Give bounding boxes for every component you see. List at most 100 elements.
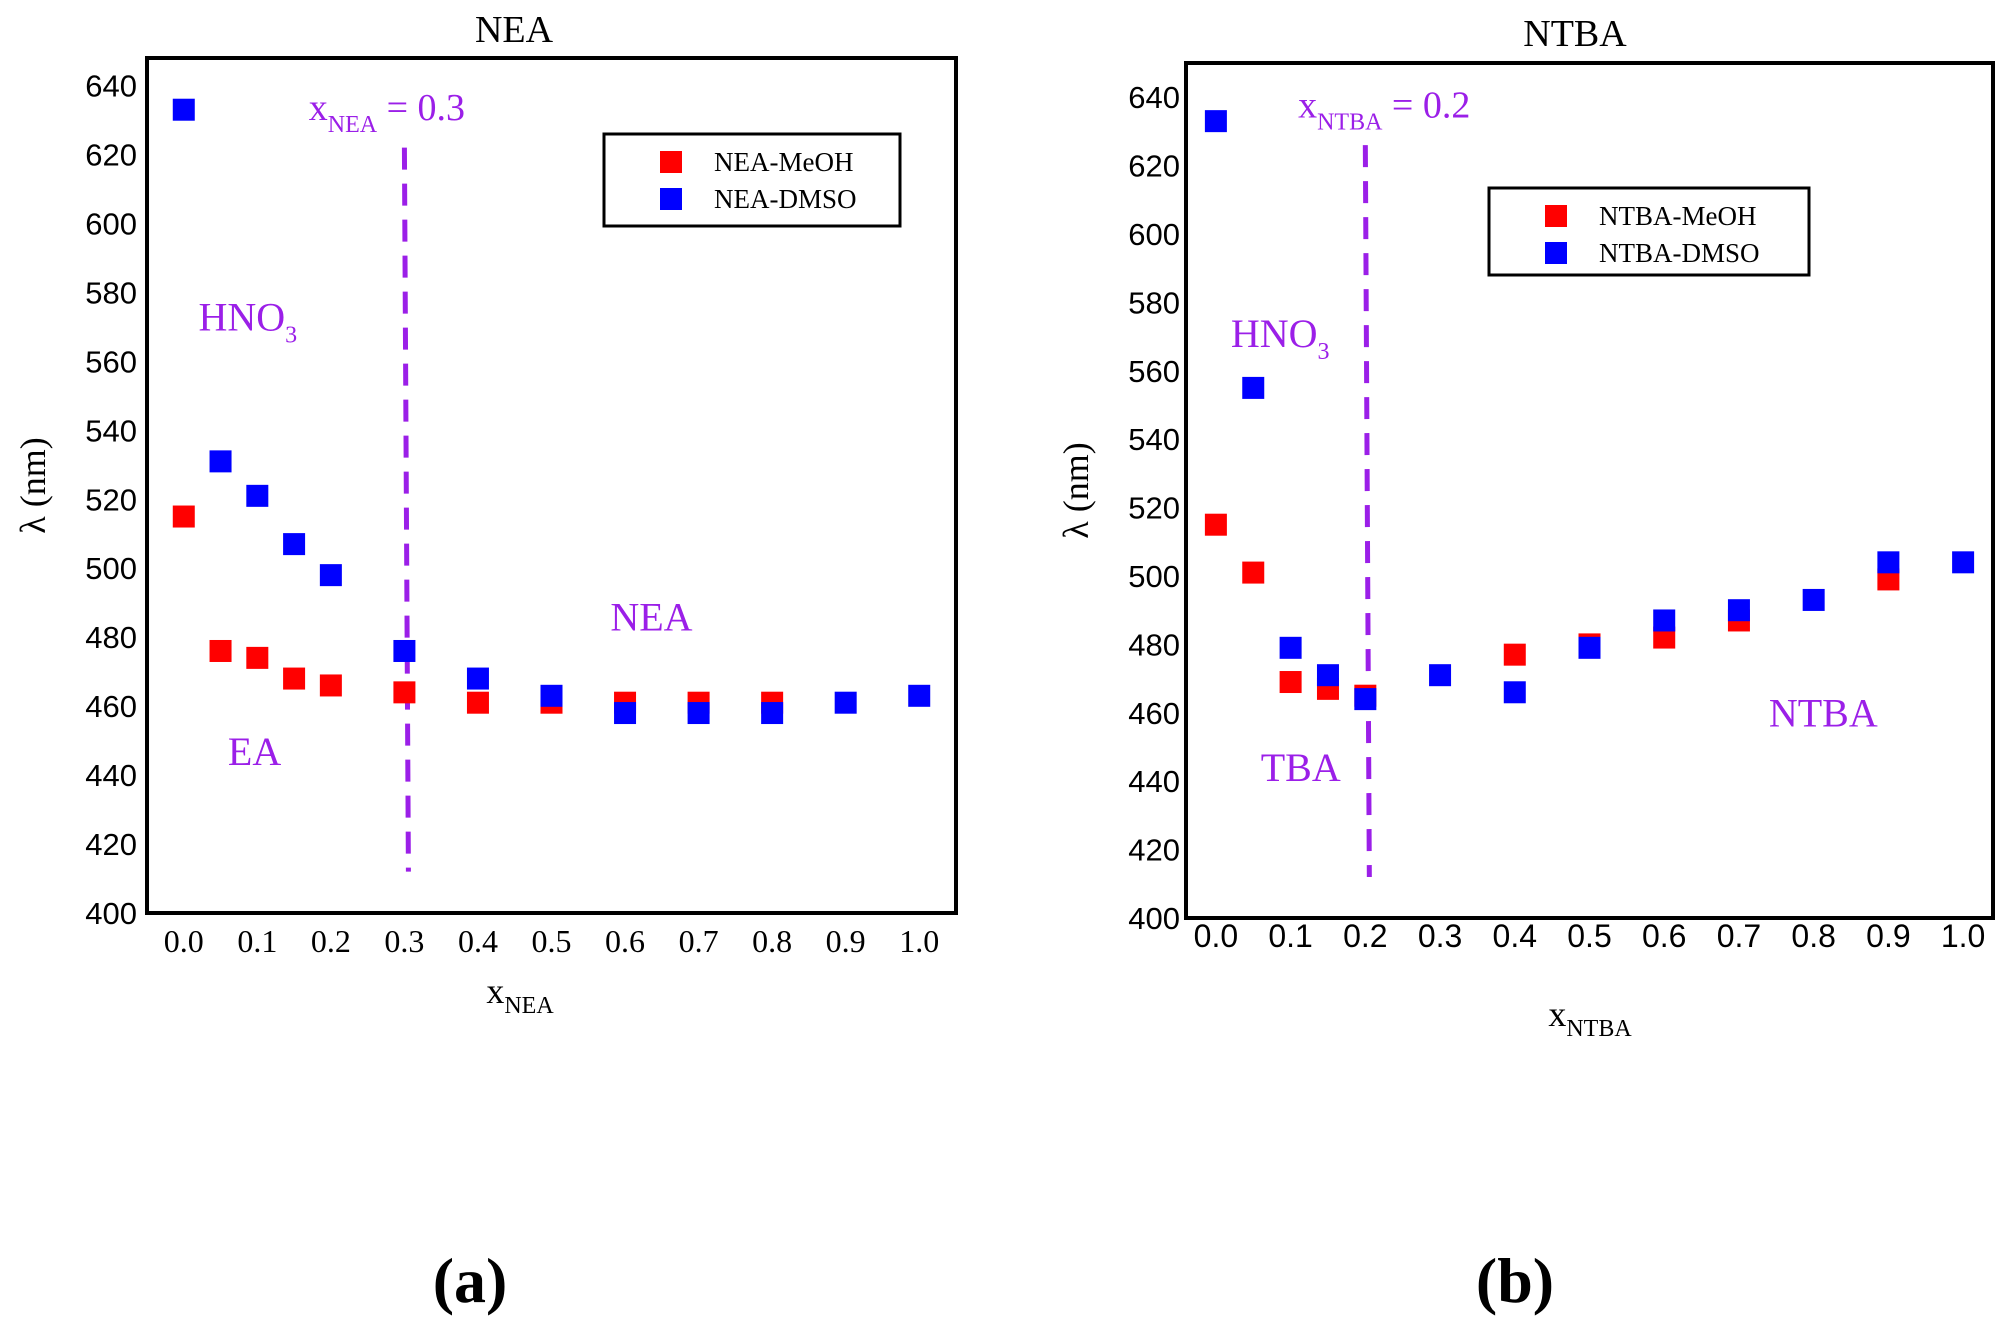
annotation-text: NEA (610, 594, 692, 639)
data-point-dmso (1204, 110, 1227, 133)
y-tick-label: 500 (85, 551, 137, 586)
x-tick-label: 0.4 (458, 923, 498, 959)
x-tick-label: 0.8 (1791, 918, 1835, 954)
data-point-meoh (466, 691, 489, 714)
annotation-text: NTBA (1769, 690, 1878, 735)
y-tick-label: 400 (85, 896, 137, 931)
annotation-suffix: = 0.2 (1382, 85, 1470, 127)
y-tick-label: 620 (85, 138, 137, 173)
annotation-subscript: 3 (285, 322, 297, 348)
data-point-dmso (908, 684, 931, 707)
x-tick-label: 0.1 (237, 923, 277, 959)
annotation-hno3: HNO3 (1231, 311, 1330, 365)
data-point-dmso (172, 98, 195, 121)
x-tick-label: 0.3 (1418, 918, 1462, 954)
plot-frame (145, 56, 958, 915)
x-tick-label: 0.6 (1642, 918, 1686, 954)
y-tick-label: 560 (1128, 354, 1180, 389)
legend-label: NTBA-DMSO (1599, 238, 1760, 268)
data-point-dmso (283, 533, 306, 556)
chart-title: NTBA (1523, 13, 1627, 55)
x-tick-label: 0.9 (1866, 918, 1910, 954)
x-tick-label: 0.4 (1493, 918, 1537, 954)
x-tick-label: 0.9 (826, 923, 866, 959)
y-tick-label: 400 (1128, 901, 1180, 936)
annotation-subscript: NEA (328, 112, 378, 138)
data-point-meoh (283, 667, 306, 690)
data-point-dmso (466, 667, 489, 690)
x-tick-label: 0.2 (1343, 918, 1387, 954)
x-tick-label: 0.7 (679, 923, 719, 959)
data-point-dmso (1952, 551, 1975, 574)
y-tick-label: 440 (1128, 764, 1180, 799)
legend-swatch (660, 188, 682, 210)
x-tick-label: 0.6 (605, 923, 645, 959)
legend-box (602, 132, 902, 228)
y-tick-label: 500 (1128, 559, 1180, 594)
y-tick-label: 540 (85, 413, 137, 448)
data-point-dmso (1578, 636, 1601, 659)
data-point-dmso (614, 702, 637, 725)
data-point-meoh (393, 681, 416, 704)
data-point-dmso (540, 684, 563, 707)
data-point-dmso (246, 484, 269, 507)
x-tick-label: 0.2 (311, 923, 351, 959)
data-point-meoh (1242, 561, 1265, 584)
x-axis-label-main: x (1548, 994, 1566, 1034)
y-tick-label: 580 (85, 275, 137, 310)
data-point-meoh (1877, 568, 1900, 591)
y-axis-label: λ (nm) (1056, 442, 1096, 538)
panel-label: (b) (1476, 1245, 1554, 1316)
y-tick-label: 580 (1128, 285, 1180, 320)
data-point-dmso (319, 564, 342, 587)
data-point-dmso (1653, 609, 1676, 632)
legend-swatch (1545, 242, 1567, 264)
data-point-meoh (1653, 626, 1676, 649)
data-point-meoh (172, 505, 195, 528)
legend-label: NEA-MeOH (714, 147, 853, 177)
annotation-ntba: NTBA (1769, 690, 1878, 735)
data-point-dmso (687, 702, 710, 725)
y-tick-label: 480 (1128, 627, 1180, 662)
x-tick-label: 0.5 (1567, 918, 1611, 954)
y-tick-label: 600 (1128, 217, 1180, 252)
y-tick-label: 640 (1128, 80, 1180, 115)
data-point-meoh (246, 646, 269, 669)
data-point-meoh (1204, 513, 1227, 536)
y-tick-label: 440 (85, 758, 137, 793)
legend-label: NTBA-MeOH (1599, 201, 1756, 231)
data-point-dmso (1503, 681, 1526, 704)
annotation-hno3: HNO3 (198, 294, 297, 348)
x-tick-label: 0.7 (1717, 918, 1761, 954)
divider-dashed-line (1362, 145, 1372, 877)
legend-label: NEA-DMSO (714, 184, 857, 214)
x-tick-label: 0.3 (384, 923, 424, 959)
x-tick-label: 0.0 (164, 923, 204, 959)
annotation-text: x (1298, 85, 1317, 127)
data-point-dmso (209, 450, 232, 473)
data-point-dmso (834, 691, 857, 714)
data-point-dmso (1354, 688, 1377, 711)
y-tick-label: 520 (85, 482, 137, 517)
data-point-meoh (209, 639, 232, 662)
x-tick-label: 0.8 (752, 923, 792, 959)
annotation-text: HNO (198, 294, 285, 339)
y-tick-label: 540 (1128, 422, 1180, 457)
x-axis-label-sub: NEA (504, 993, 554, 1019)
y-tick-label: 520 (1128, 491, 1180, 526)
y-axis-label: λ (nm) (13, 437, 53, 533)
y-tick-label: 600 (85, 206, 137, 241)
x-tick-label: 0.1 (1268, 918, 1312, 954)
chart-title: NEA (475, 9, 554, 51)
data-point-dmso (1727, 599, 1750, 622)
annotation-nea: NEA (610, 594, 692, 639)
data-point-dmso (761, 702, 784, 725)
data-point-meoh (319, 674, 342, 697)
y-tick-label: 560 (85, 344, 137, 379)
y-tick-label: 460 (1128, 696, 1180, 731)
panel-a: NEA 400 420 440 460 480 500 520 540 560 580 600 620 6… (13, 9, 958, 1316)
data-point-meoh (1503, 643, 1526, 666)
legend-box (1487, 186, 1811, 277)
annotation-divider-label: xNEA = 0.3 (309, 87, 465, 138)
